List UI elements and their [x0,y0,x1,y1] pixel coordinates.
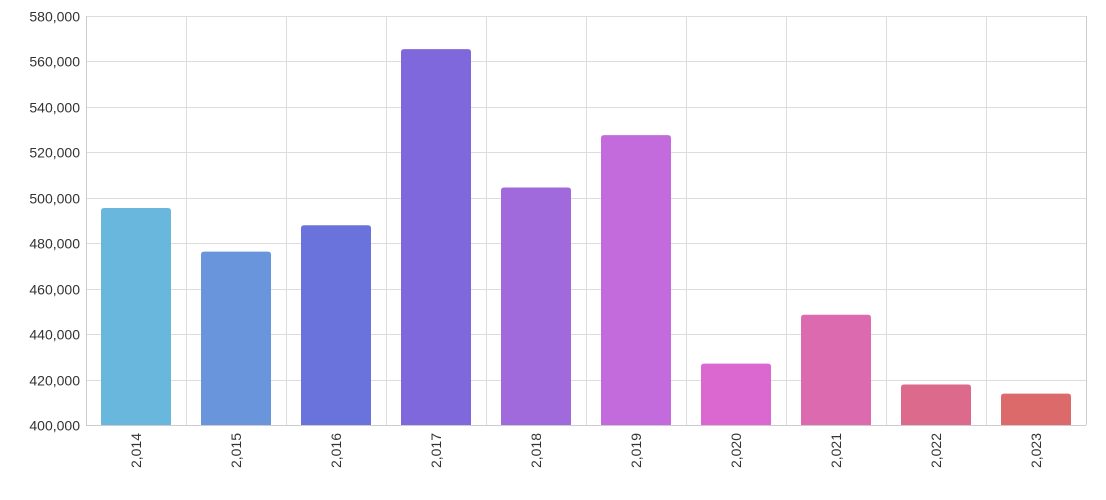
y-tick-label: 400,000 [29,418,80,434]
y-axis-tick-labels: 400,000 420,000 440,000 460,000 480,000 500,0… [29,9,80,434]
y-tick-label: 580,000 [29,9,80,25]
bar-2016[interactable] [301,225,371,425]
y-tick-label: 460,000 [29,282,80,298]
bar-2023[interactable] [1001,393,1071,425]
y-tick-label: 560,000 [29,54,80,70]
x-tick-label: 2,017 [428,433,444,468]
axis-layer [86,16,1086,426]
y-tick-label: 540,000 [29,100,80,116]
x-tick-label: 2,019 [628,433,644,468]
x-tick-label: 2,015 [228,433,244,468]
bar-2015[interactable] [201,251,271,425]
bar-2017[interactable] [401,49,471,426]
bars-layer [101,49,1071,426]
x-tick-label: 2,018 [528,433,544,468]
bar-2022[interactable] [901,384,971,425]
y-tick-label: 440,000 [29,327,80,343]
x-axis-tick-labels: 2,014 2,015 2,016 2,017 2,018 2,019 2,020 2,021… [128,433,1044,468]
x-tick-label: 2,022 [928,433,944,468]
y-tick-label: 420,000 [29,373,80,389]
y-tick-label: 520,000 [29,145,80,161]
bar-2020[interactable] [701,363,771,425]
x-tick-label: 2,016 [328,433,344,468]
y-tick-label: 500,000 [29,191,80,207]
y-tick-label: 480,000 [29,236,80,252]
x-tick-label: 2,020 [728,433,744,468]
bar-2018[interactable] [501,187,571,425]
bar-2019[interactable] [601,135,671,425]
bar-2014[interactable] [101,208,171,425]
x-tick-label: 2,021 [828,433,844,468]
x-tick-label: 2,023 [1028,433,1044,468]
x-tick-label: 2,014 [128,433,144,468]
bar-2021[interactable] [801,314,871,425]
